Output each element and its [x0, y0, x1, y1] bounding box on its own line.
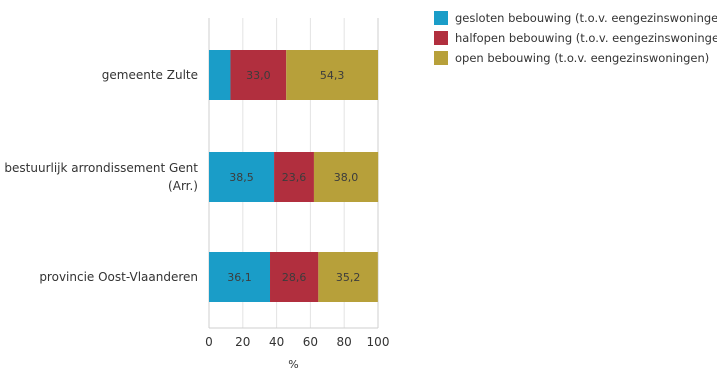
- legend[interactable]: gesloten bebouwing (t.o.v. eengezinswoni…: [434, 11, 717, 65]
- bar-segment[interactable]: [274, 152, 314, 202]
- legend-item[interactable]: halfopen bebouwing (t.o.v. eengezinswoni…: [434, 31, 717, 45]
- bar-segment[interactable]: [209, 152, 275, 202]
- bar-value-label: 35,2: [336, 271, 361, 284]
- x-tick-label: 80: [337, 335, 352, 349]
- legend-label: gesloten bebouwing (t.o.v. eengezinswoni…: [455, 11, 717, 25]
- legend-swatch: [434, 11, 448, 25]
- bar-value-label: 54,3: [320, 69, 345, 82]
- category-label: provincie Oost-Vlaanderen: [39, 270, 198, 284]
- legend-label: open bebouwing (t.o.v. eengezinswoningen…: [455, 51, 709, 65]
- legend-item[interactable]: open bebouwing (t.o.v. eengezinswoningen…: [434, 51, 709, 65]
- x-tick-label: 20: [235, 335, 250, 349]
- bar-value-label: 38,5: [229, 171, 254, 184]
- bar-segment[interactable]: [209, 252, 271, 302]
- bars: [209, 50, 379, 302]
- legend-swatch: [434, 31, 448, 45]
- bar-value-label: 33,0: [246, 69, 271, 82]
- x-axis: 0 20 40 60 80 100%: [205, 327, 390, 371]
- bar-segment[interactable]: [270, 252, 319, 302]
- bar-value-label: 28,6: [282, 271, 307, 284]
- x-tick-label: 40: [269, 335, 284, 349]
- bar-value-label: 38,0: [334, 171, 359, 184]
- legend-label: halfopen bebouwing (t.o.v. eengezinswoni…: [455, 31, 717, 45]
- bar-segment[interactable]: [230, 50, 287, 100]
- bar-value-label: 23,6: [282, 171, 307, 184]
- category-labels: gemeente Zulte bestuurlijk arrondissement…: [4, 68, 198, 284]
- x-tick-label: 100: [367, 335, 390, 349]
- data-labels: 33,0 54,3 38,5 23,6 38,0 36,1 28,6 35,2: [227, 69, 360, 284]
- category-label: bestuurlijk arrondissement Gent: [4, 161, 198, 175]
- category-label: gemeente Zulte: [102, 68, 198, 82]
- bar-value-label: 36,1: [227, 271, 252, 284]
- category-label: (Arr.): [168, 179, 198, 193]
- bar-segment[interactable]: [209, 50, 231, 100]
- x-tick-label: 0: [205, 335, 213, 349]
- legend-item[interactable]: gesloten bebouwing (t.o.v. eengezinswoni…: [434, 11, 717, 25]
- bar-segment[interactable]: [313, 152, 379, 202]
- legend-swatch: [434, 51, 448, 65]
- bar-segment[interactable]: [286, 50, 378, 100]
- x-tick-label: 60: [303, 335, 318, 349]
- bar-segment[interactable]: [318, 252, 378, 302]
- x-axis-title: %: [288, 358, 298, 371]
